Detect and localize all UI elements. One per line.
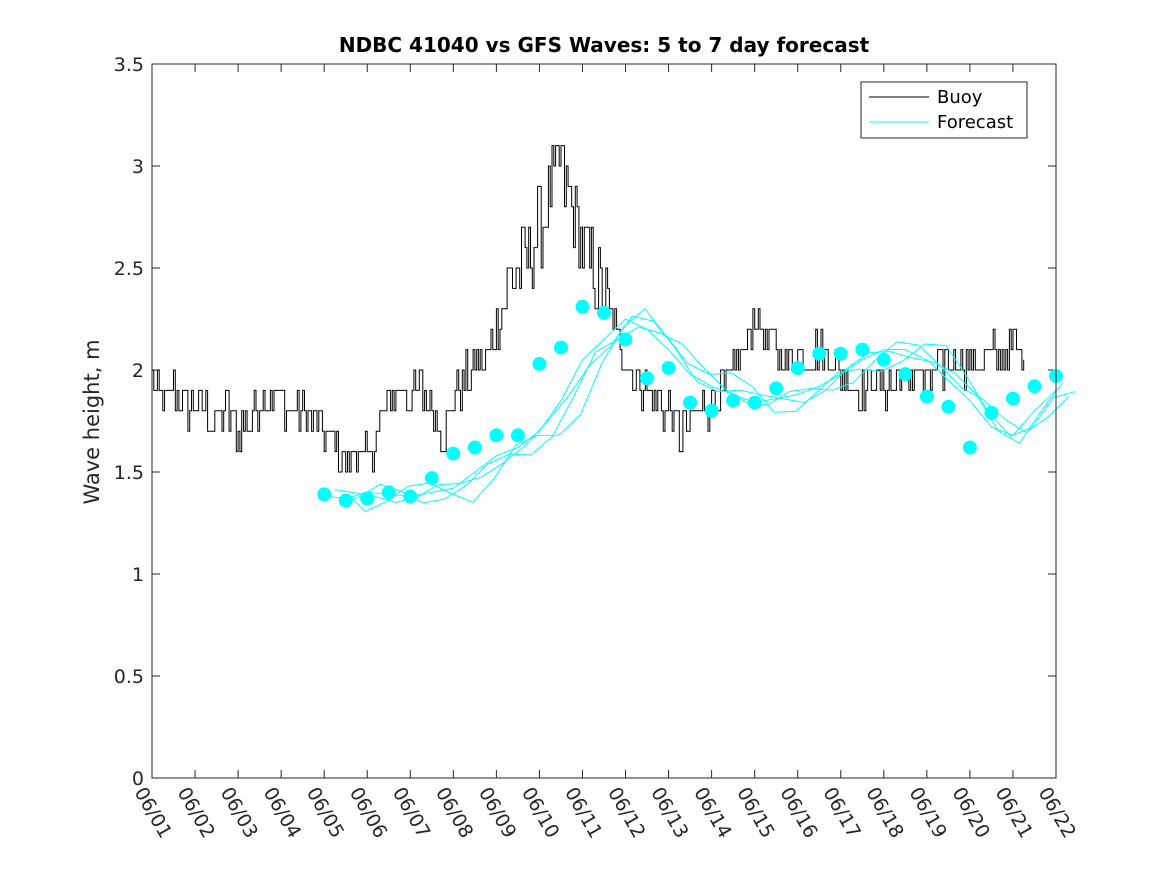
forecast-marker — [769, 381, 784, 396]
forecast-marker — [984, 405, 999, 420]
forecast-marker — [424, 471, 439, 486]
forecast-marker — [532, 356, 547, 371]
forecast-marker — [812, 346, 827, 361]
legend: Buoy Forecast — [860, 81, 1028, 139]
y-tick-label: 1.5 — [114, 462, 144, 484]
forecast-marker — [338, 493, 353, 508]
forecast-marker — [360, 491, 375, 506]
forecast-marker — [467, 440, 482, 455]
forecast-marker — [1027, 379, 1042, 394]
y-tick-label: 2.5 — [114, 258, 144, 280]
forecast-marker — [747, 395, 762, 410]
y-axis-ticks: 0 0.5 1 1.5 2 2.5 3 3.5 — [114, 54, 1056, 790]
forecast-line — [328, 318, 1057, 500]
legend-forecast-label: Forecast — [937, 112, 1013, 133]
forecast-marker — [381, 485, 396, 500]
forecast-marker — [919, 389, 934, 404]
forecast-marker — [489, 428, 504, 443]
y-tick-label: 0.5 — [114, 666, 144, 688]
buoy-line — [152, 145, 1025, 473]
forecast-marker — [510, 428, 525, 443]
forecast-marker — [575, 299, 590, 314]
y-tick-label: 2 — [132, 360, 144, 382]
forecast-marker — [833, 346, 848, 361]
forecast-marker — [726, 393, 741, 408]
forecast-marker — [790, 361, 805, 375]
forecast-marker — [446, 446, 461, 461]
forecast-marker — [704, 403, 719, 418]
forecast-marker — [554, 340, 568, 355]
forecast-marker — [898, 367, 913, 382]
forecast-marker — [1006, 391, 1020, 406]
y-tick-label: 1 — [132, 564, 144, 586]
forecast-line — [347, 308, 1076, 513]
forecast-marker — [962, 440, 977, 455]
chart-title: NDBC 41040 vs GFS Waves: 5 to 7 day fore… — [339, 33, 870, 57]
y-axis-label: Wave height, m — [80, 339, 104, 504]
plot-series — [152, 145, 1076, 513]
forecast-marker — [618, 332, 633, 347]
forecast-marker — [317, 487, 332, 502]
forecast-marker — [855, 342, 870, 357]
forecast-marker — [403, 489, 418, 504]
axes-box — [151, 63, 1057, 779]
y-tick-label: 3 — [132, 156, 144, 178]
y-tick-label: 0 — [132, 768, 144, 790]
forecast-marker — [683, 395, 698, 410]
forecast-marker — [597, 305, 611, 320]
legend-buoy-label: Buoy — [937, 87, 983, 108]
legend-box — [860, 81, 1028, 139]
forecast-marker — [640, 371, 654, 386]
forecast-marker — [876, 352, 891, 367]
forecast-line — [341, 326, 1070, 505]
forecast-marker — [661, 361, 676, 375]
forecast-marker — [941, 399, 956, 414]
y-tick-label: 3.5 — [114, 54, 144, 76]
